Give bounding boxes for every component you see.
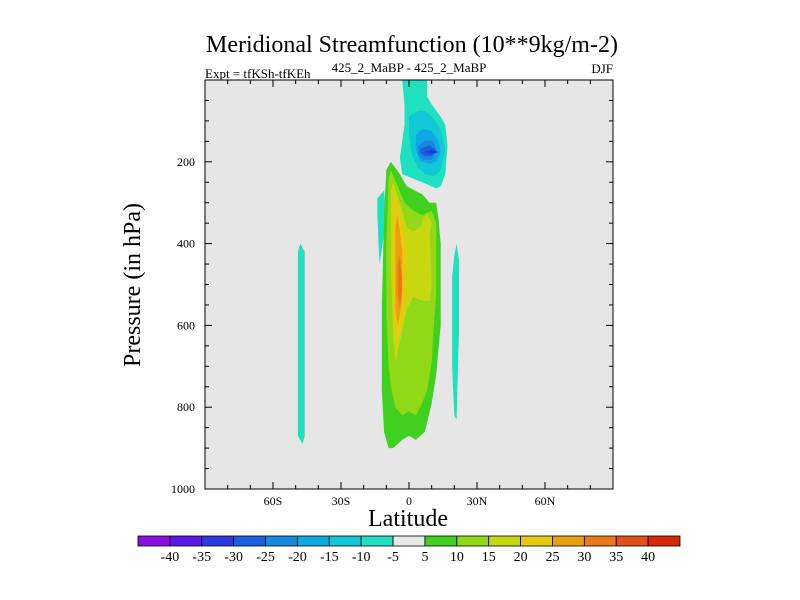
x-tick-label: 0 <box>406 494 412 508</box>
x-tick-label: 30N <box>467 494 488 508</box>
colorbar-swatch <box>583 535 617 547</box>
plot-area: 60S 30S 0 30N 60N 200 400 600 800 1000 <box>171 79 614 508</box>
colorbar-swatch <box>360 535 394 547</box>
x-axis-label: Latitude <box>368 506 448 532</box>
contour-region-neg5-1 <box>377 190 387 265</box>
contour-region-neg30-8 <box>424 149 439 155</box>
y-axis-label: Pressure (in hPa) <box>120 203 146 367</box>
colorbar-swatch <box>233 535 266 547</box>
x-tick-label: 60N <box>535 494 556 508</box>
colorbar-label: 5 <box>421 550 428 565</box>
colorbar-label: -40 <box>161 550 180 565</box>
x-tick-label: 60S <box>264 494 283 508</box>
colorbar-swatch <box>520 535 553 547</box>
colorbar-swatch <box>328 535 362 547</box>
y-tick-label: 1000 <box>171 482 195 496</box>
colorbar-swatch <box>552 535 585 547</box>
colorbar-swatch <box>392 535 426 547</box>
colorbar-swatch <box>137 535 171 547</box>
colorbar-label: 15 <box>482 550 496 565</box>
y-tick-label: 600 <box>177 318 195 332</box>
left-subtitle: Expt = tfKSh-tfKEh <box>205 66 311 81</box>
colorbar-swatch <box>456 535 490 547</box>
colorbar-swatch <box>297 535 330 547</box>
colorbar-label: 10 <box>450 550 464 565</box>
center-subtitle: 425_2_MaBP - 425_2_MaBP <box>332 60 487 75</box>
contour-region-neg5-2 <box>452 243 459 420</box>
y-tick-label: 200 <box>177 155 195 169</box>
colorbar-label: 30 <box>577 550 591 565</box>
colorbar-swatch <box>169 535 203 547</box>
colorbar-label: -10 <box>352 550 371 565</box>
colorbar-label: 25 <box>545 550 559 565</box>
x-tick-label: 30S <box>332 494 351 508</box>
contour-region-pos15-15 <box>422 214 432 234</box>
colorbar-label: 40 <box>641 550 655 565</box>
y-tick-label: 400 <box>177 237 195 251</box>
y-tick-label: 800 <box>177 400 195 414</box>
colorbar-label: -15 <box>320 550 339 565</box>
season-label: DJF <box>591 61 613 76</box>
colorbar-swatch <box>488 535 521 547</box>
colorbar-label: 20 <box>514 550 528 565</box>
contour-region-neg5-0 <box>297 243 305 444</box>
colorbar-label: 35 <box>609 550 623 565</box>
colorbar-swatch <box>201 535 235 547</box>
colorbar-label: -25 <box>256 550 275 565</box>
colorbar-legend: -40 -35 -30 -25 -20 -15 -10 -5 5 10 15 20 25 30 35 40 <box>137 535 681 565</box>
colorbar-swatch <box>424 535 458 547</box>
chart-title: Meridional Streamfunction (10**9kg/m-2) <box>206 32 618 58</box>
colorbar-label: -30 <box>224 550 243 565</box>
colorbar-label: -20 <box>288 550 307 565</box>
colorbar-swatch <box>647 535 681 547</box>
contour-region-pos30-14 <box>397 255 403 309</box>
colorbar-label: -35 <box>192 550 211 565</box>
colorbar-label: -5 <box>387 550 399 565</box>
colorbar-swatch <box>615 535 649 547</box>
colorbar-swatch <box>265 535 298 547</box>
